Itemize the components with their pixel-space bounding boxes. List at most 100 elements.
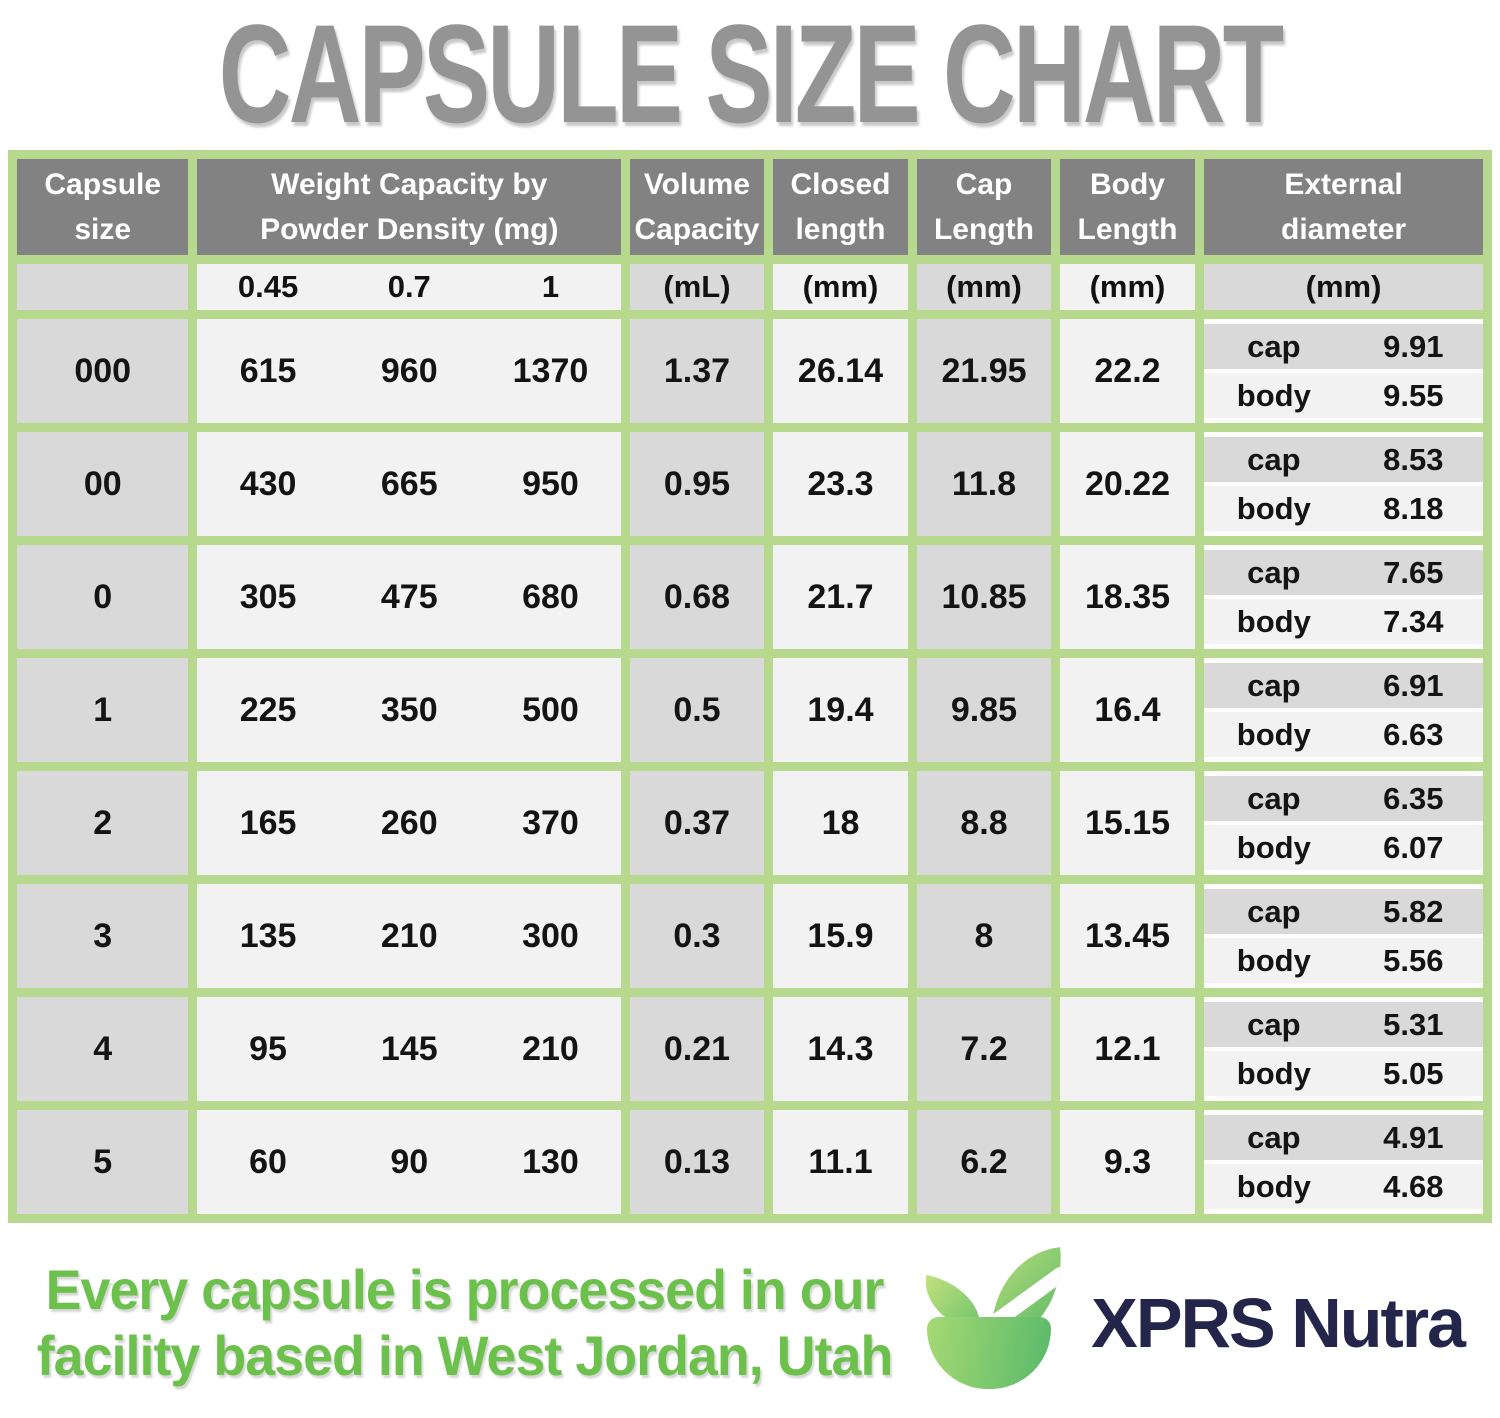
external-body-row: body 6.07 [1204, 825, 1483, 870]
closed-length-cell: 26.14 [772, 319, 909, 423]
external-body-value: 5.56 [1383, 942, 1444, 978]
capsule-size-cell: 4 [17, 997, 189, 1101]
external-diameter-cell: cap 5.82 body 5.56 [1204, 884, 1483, 988]
closed-length-cell: 15.9 [772, 884, 909, 988]
weight-at-045: 305 [239, 577, 297, 616]
table-row: 000 615 960 1370 1.37 26.14 21.95 22.2 c… [17, 319, 1483, 423]
external-body-label: body [1236, 1168, 1311, 1204]
weight-at-045: 615 [239, 351, 297, 390]
external-body-value: 6.63 [1383, 716, 1444, 752]
volume-capacity-cell: 0.5 [630, 658, 764, 762]
cap-length-cell: 9.85 [917, 658, 1051, 762]
unit-blank-cell [17, 264, 189, 310]
external-body-label: body [1236, 490, 1311, 526]
external-unit-label: (mm) [1204, 264, 1483, 310]
external-cap-value: 9.91 [1383, 328, 1444, 364]
weight-at-07: 350 [380, 690, 438, 729]
body-length-cell: 22.2 [1059, 319, 1196, 423]
external-body-row: body 8.18 [1204, 486, 1483, 531]
capsule-size-table: Capsule size Weight Capacity by Powder D… [8, 150, 1492, 1223]
external-body-value: 4.68 [1383, 1168, 1444, 1204]
weight-at-1: 210 [522, 1029, 579, 1068]
weight-at-07: 90 [390, 1142, 429, 1181]
table-row: 1 225 350 500 0.5 19.4 9.85 16.4 cap 6.9… [17, 658, 1483, 762]
external-cap-label: cap [1247, 893, 1301, 929]
weight-at-07: 210 [380, 916, 438, 955]
brand-name: XPRS Nutra [1091, 1284, 1466, 1362]
weight-at-07: 145 [380, 1029, 438, 1068]
body-length-cell: 15.15 [1059, 771, 1196, 875]
external-cap-row: cap 5.82 [1204, 889, 1483, 934]
body-length-cell: 9.3 [1059, 1110, 1196, 1214]
weight-at-1: 500 [522, 690, 579, 729]
col-header-weight-capacity: Weight Capacity by Powder Density (mg) [197, 159, 622, 255]
external-diameter-cell: cap 6.35 body 6.07 [1204, 771, 1483, 875]
density-07-label: 0.7 [387, 269, 431, 304]
mortar-leaves-logo-icon [917, 1247, 1075, 1393]
closed-length-cell: 11.1 [772, 1110, 909, 1214]
table-row: 2 165 260 370 0.37 18 8.8 15.15 cap 6.35… [17, 771, 1483, 875]
capsule-size-cell: 000 [17, 319, 189, 423]
external-body-row: body 9.55 [1204, 373, 1483, 418]
body-length-cell: 12.1 [1059, 997, 1196, 1101]
brand-logo: XPRS Nutra [917, 1247, 1480, 1393]
closed-header-line2: length [795, 213, 886, 246]
capsule-size-cell: 0 [17, 545, 189, 649]
weight-header-line1: Weight Capacity by [271, 168, 548, 201]
weight-capacity-cell: 615 960 1370 [197, 319, 622, 423]
weight-at-1: 130 [522, 1142, 579, 1181]
external-diameter-cell: cap 4.91 body 4.68 [1204, 1110, 1483, 1214]
external-body-row: body 5.56 [1204, 938, 1483, 983]
cap-length-cell: 8 [917, 884, 1051, 988]
unit-row: 0.45 0.7 1 (mL) (mm) (mm) (mm) (mm) [17, 264, 1483, 310]
external-body-label: body [1236, 1055, 1311, 1091]
volume-header-line2: Capacity [634, 213, 760, 246]
body-length-cell: 16.4 [1059, 658, 1196, 762]
closed-length-cell: 18 [772, 771, 909, 875]
weight-at-1: 950 [522, 464, 579, 503]
external-cap-value: 8.53 [1383, 441, 1444, 477]
tagline-line1: Every capsule is processed in our [45, 1257, 885, 1321]
volume-unit-label: (mL) [630, 264, 764, 310]
volume-capacity-cell: 0.21 [630, 997, 764, 1101]
closed-length-cell: 23.3 [772, 432, 909, 536]
external-body-value: 7.34 [1383, 603, 1444, 639]
weight-at-1: 300 [522, 916, 579, 955]
external-cap-row: cap 6.91 [1204, 663, 1483, 708]
external-cap-label: cap [1247, 667, 1301, 703]
col-header-closed-length: Closed length [772, 159, 909, 255]
body-header-line2: Length [1077, 213, 1178, 246]
volume-header-line1: Volume [643, 168, 751, 201]
table-row: 00 430 665 950 0.95 23.3 11.8 20.22 cap … [17, 432, 1483, 536]
external-cap-value: 6.35 [1383, 780, 1444, 816]
closed-unit-label: (mm) [772, 264, 909, 310]
col-header-body-length: Body Length [1059, 159, 1196, 255]
col-header-volume-capacity: Volume Capacity [630, 159, 764, 255]
external-cap-label: cap [1247, 328, 1301, 364]
weight-capacity-cell: 305 475 680 [197, 545, 622, 649]
weight-capacity-cell: 135 210 300 [197, 884, 622, 988]
weight-at-045: 60 [249, 1142, 287, 1181]
external-body-value: 8.18 [1383, 490, 1444, 526]
body-unit-label: (mm) [1059, 264, 1196, 310]
external-header-line1: External [1284, 168, 1403, 201]
density-045-label: 0.45 [237, 269, 299, 304]
table-row: 0 305 475 680 0.68 21.7 10.85 18.35 cap … [17, 545, 1483, 649]
volume-capacity-cell: 1.37 [630, 319, 764, 423]
external-cap-value: 7.65 [1383, 554, 1444, 590]
weight-capacity-cell: 165 260 370 [197, 771, 622, 875]
tagline: Every capsule is processed in our facili… [24, 1257, 904, 1389]
external-cap-row: cap 8.53 [1204, 437, 1483, 482]
weight-at-045: 165 [239, 803, 297, 842]
body-length-cell: 13.45 [1059, 884, 1196, 988]
weight-capacity-cell: 95 145 210 [197, 997, 622, 1101]
external-diameter-cell: cap 9.91 body 9.55 [1204, 319, 1483, 423]
external-body-row: body 4.68 [1204, 1164, 1483, 1209]
external-cap-value: 5.31 [1383, 1006, 1444, 1042]
external-header-line2: diameter [1281, 213, 1407, 246]
weight-at-07: 960 [380, 351, 438, 390]
cap-unit-label: (mm) [917, 264, 1051, 310]
closed-header-line1: Closed [790, 168, 891, 201]
col-header-capsule-size: Capsule size [17, 159, 189, 255]
external-body-value: 9.55 [1383, 377, 1444, 413]
